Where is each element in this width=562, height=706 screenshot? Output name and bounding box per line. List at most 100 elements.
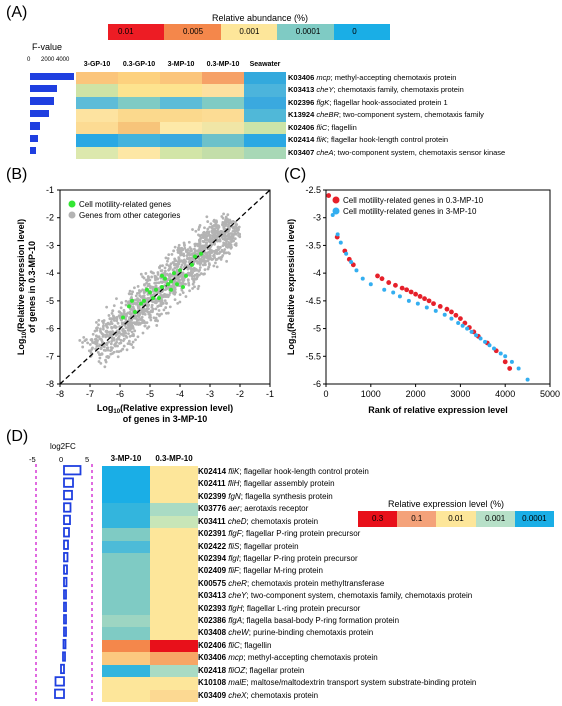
grey-point xyxy=(101,340,104,344)
grey-point xyxy=(215,265,219,269)
grey-point xyxy=(188,273,192,277)
ko-id: K02393 xyxy=(198,603,229,613)
abundance-cell xyxy=(160,121,202,135)
y-tick-label: -6 xyxy=(313,379,321,389)
grey-point xyxy=(173,245,177,249)
rank-point xyxy=(426,298,432,304)
grey-point xyxy=(191,287,194,290)
grey-point xyxy=(141,331,145,335)
grey-point xyxy=(134,338,137,342)
grey-point xyxy=(186,279,190,282)
grey-point xyxy=(141,312,145,316)
grey-point xyxy=(197,225,201,229)
grey-point xyxy=(110,326,114,330)
grey-point xyxy=(89,351,93,355)
gene-name: fliK xyxy=(228,467,240,476)
expression-row-label: K02406 fliC; flagellin xyxy=(198,641,271,651)
x-tick-label: 3000 xyxy=(450,389,470,399)
grey-point xyxy=(106,348,110,352)
grey-point xyxy=(173,257,177,261)
grey-point xyxy=(136,297,139,300)
expression-cell xyxy=(150,466,198,479)
grey-point xyxy=(129,302,133,305)
grey-point xyxy=(97,318,101,322)
expression-legend-label: 0.01 xyxy=(448,514,464,523)
x-tick-label: 2000 xyxy=(406,389,426,399)
expression-cell xyxy=(102,590,150,603)
grey-point xyxy=(168,276,171,280)
grey-point xyxy=(130,334,134,338)
grey-point xyxy=(97,360,101,363)
grey-point xyxy=(191,252,195,255)
grey-point xyxy=(198,266,202,269)
grey-point xyxy=(200,233,204,237)
grey-point xyxy=(153,281,157,285)
fc-bar xyxy=(54,676,65,687)
gene-name: fliOZ xyxy=(228,665,246,675)
grey-point xyxy=(227,251,230,255)
abundance-cell xyxy=(118,134,160,147)
abundance-cell xyxy=(118,84,160,97)
fvalue-bar xyxy=(30,109,50,118)
grey-point xyxy=(96,326,99,330)
grey-point xyxy=(195,272,199,276)
log2fc-title: log2FC xyxy=(50,442,76,451)
gene-name: flgA xyxy=(228,616,243,626)
grey-point xyxy=(156,312,159,316)
expression-cell xyxy=(102,540,150,553)
grey-point xyxy=(198,263,202,267)
legend-marker xyxy=(332,196,340,204)
grey-point xyxy=(173,288,177,291)
fc-bar xyxy=(63,601,67,612)
grey-point xyxy=(206,220,210,223)
rank-point xyxy=(474,333,479,338)
grey-point xyxy=(197,284,201,288)
grey-point xyxy=(103,365,107,369)
expression-cell xyxy=(102,627,150,640)
expression-row-label: K02399 fgN; flagella synthesis protein xyxy=(198,492,333,502)
grey-point xyxy=(199,249,203,252)
grey-point xyxy=(204,236,208,240)
expression-row-label: K02394 flgI; flagellar P-ring protein pr… xyxy=(198,554,358,564)
abundance-cell xyxy=(76,84,118,97)
grey-point xyxy=(220,215,224,218)
grey-point xyxy=(152,300,156,304)
grey-point xyxy=(199,236,203,240)
fc-bar xyxy=(62,651,66,662)
grey-point xyxy=(116,321,120,325)
grey-point xyxy=(178,293,182,297)
gene-desc: ; methyl-accepting chemotaxis protein xyxy=(330,73,457,82)
gene-desc: ; chemotaxis protein xyxy=(246,690,319,700)
grey-point xyxy=(211,228,215,232)
rank-point xyxy=(386,280,392,285)
grey-point xyxy=(213,256,216,259)
grey-point xyxy=(181,282,185,286)
expression-row-label: K02414 fliK; flagellar hook-length contr… xyxy=(198,467,369,477)
rank-point xyxy=(393,282,398,288)
expression-legend-swatch: 0.001 xyxy=(475,511,515,527)
expression-cell xyxy=(150,627,198,640)
motility-point xyxy=(148,290,152,295)
rank-point xyxy=(487,343,492,348)
gene-name: cheY xyxy=(228,591,247,601)
abundance-cell xyxy=(244,109,286,122)
grey-point xyxy=(164,281,167,284)
grey-point xyxy=(199,246,203,250)
grey-point xyxy=(150,303,154,307)
grey-point xyxy=(152,286,156,289)
gene-desc: ; flagellar protein xyxy=(245,665,305,675)
grey-point xyxy=(186,248,190,252)
panel-d-label: (D) xyxy=(6,428,29,445)
grey-point xyxy=(139,272,143,276)
gene-desc: ; aerotaxis receptor xyxy=(239,504,309,514)
expression-legend: 0.3 0.1 0.01 0.001 0.0001 xyxy=(358,511,554,527)
abundance-column-header: 0.3-MP-10 xyxy=(206,61,240,68)
abundance-cell xyxy=(118,96,160,110)
expression-legend-swatch: 0.01 xyxy=(436,511,476,527)
grey-point xyxy=(163,284,167,287)
rank-point xyxy=(525,377,530,382)
grey-point xyxy=(128,289,132,293)
rank-point xyxy=(456,321,461,326)
rank-point xyxy=(433,308,438,313)
svg-text:Log10(Relative expression leve: Log10(Relative expression level) xyxy=(286,219,298,355)
